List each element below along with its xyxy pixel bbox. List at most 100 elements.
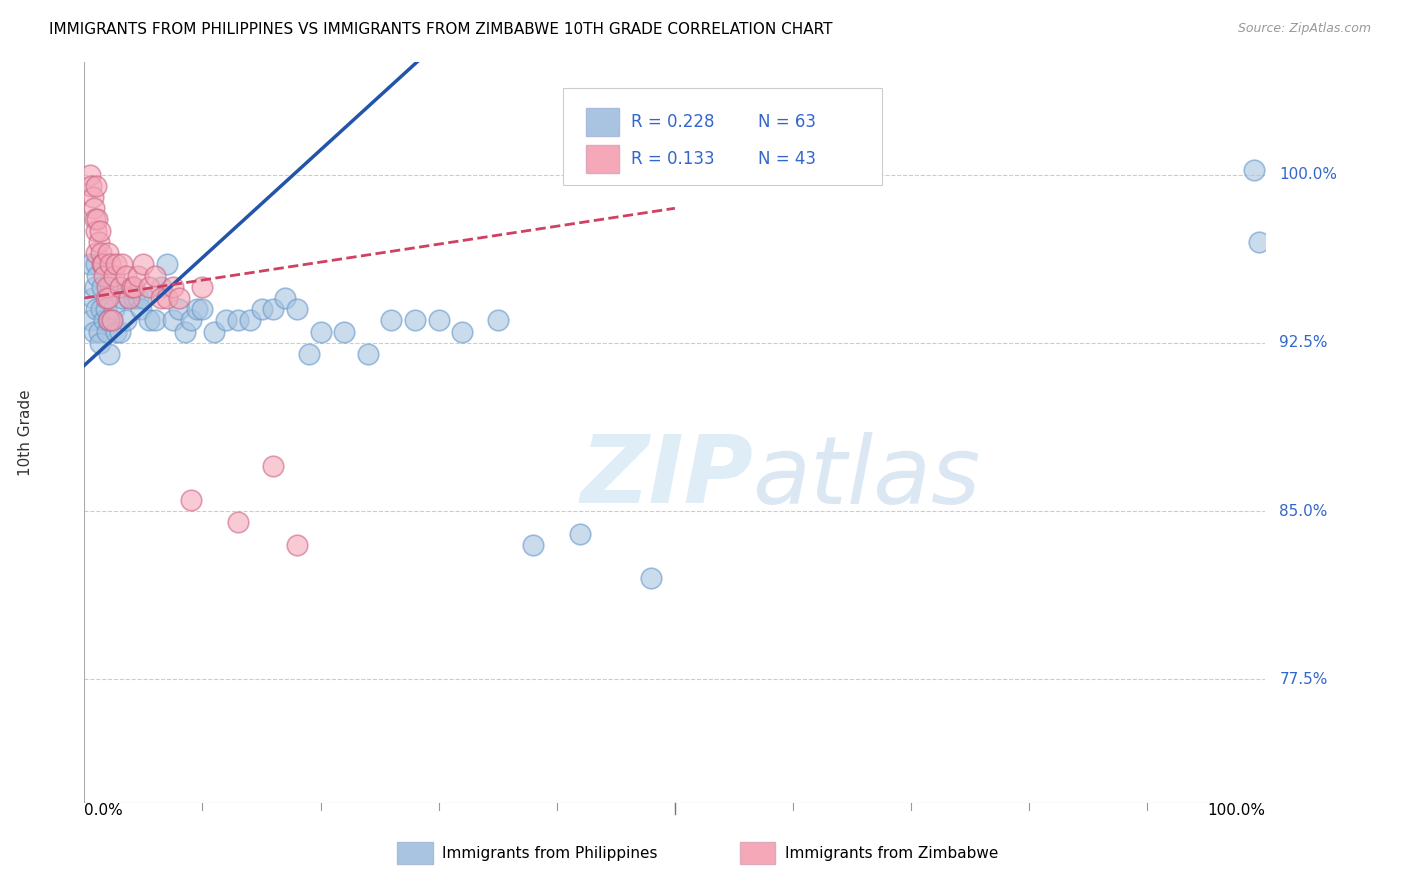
FancyBboxPatch shape	[562, 88, 882, 185]
Point	[84, 246, 107, 260]
Point	[309, 325, 332, 339]
Point	[250, 302, 273, 317]
Point	[79, 257, 101, 271]
Point	[100, 313, 122, 327]
Point	[105, 325, 128, 339]
Point	[150, 280, 173, 294]
Point	[127, 268, 149, 283]
Point	[103, 268, 125, 283]
Point	[90, 302, 112, 317]
Point	[138, 313, 160, 327]
Point	[202, 325, 225, 339]
Point	[121, 280, 143, 294]
Point	[1243, 163, 1265, 178]
Point	[87, 235, 110, 249]
Point	[132, 291, 155, 305]
Point	[1249, 235, 1271, 249]
Point	[427, 313, 450, 327]
Point	[451, 325, 474, 339]
Text: IMMIGRANTS FROM PHILIPPINES VS IMMIGRANTS FROM ZIMBABWE 10TH GRADE CORRELATION C: IMMIGRANTS FROM PHILIPPINES VS IMMIGRANT…	[49, 22, 832, 37]
Point	[84, 178, 107, 193]
Point	[84, 212, 107, 227]
Point	[285, 302, 308, 317]
Point	[118, 291, 141, 305]
Point	[143, 268, 166, 283]
Point	[84, 224, 107, 238]
Text: 77.5%: 77.5%	[1279, 672, 1327, 687]
Point	[167, 291, 190, 305]
Point	[239, 313, 262, 327]
Text: R = 0.228: R = 0.228	[631, 112, 714, 131]
Point	[90, 246, 112, 260]
Point	[111, 291, 134, 305]
Point	[333, 325, 356, 339]
Point	[82, 190, 104, 204]
Point	[118, 291, 141, 305]
Point	[108, 280, 131, 294]
Point	[121, 280, 143, 294]
Point	[93, 313, 115, 327]
Point	[89, 335, 111, 350]
Point	[86, 212, 108, 227]
Point	[96, 280, 118, 294]
Point	[93, 268, 115, 283]
Point	[162, 280, 184, 294]
Text: N = 43: N = 43	[758, 150, 815, 169]
Point	[156, 291, 179, 305]
Point	[167, 302, 190, 317]
Point	[180, 313, 202, 327]
Point	[91, 257, 114, 271]
Point	[122, 291, 145, 305]
Text: Immigrants from Philippines: Immigrants from Philippines	[443, 846, 658, 861]
Point	[98, 280, 121, 294]
Point	[97, 313, 120, 327]
Point	[129, 302, 152, 317]
Point	[97, 246, 120, 260]
Text: ZIP: ZIP	[581, 431, 754, 523]
Text: 100.0%: 100.0%	[1208, 803, 1265, 818]
Point	[114, 313, 136, 327]
Point	[569, 526, 592, 541]
Point	[84, 280, 107, 294]
Point	[122, 280, 145, 294]
Point	[262, 302, 284, 317]
Point	[162, 313, 184, 327]
Text: R = 0.133: R = 0.133	[631, 150, 714, 169]
Text: 100.0%: 100.0%	[1279, 167, 1337, 182]
Point	[94, 302, 117, 317]
Point	[132, 257, 155, 271]
Point	[84, 302, 107, 317]
Point	[180, 492, 202, 507]
Point	[84, 257, 107, 271]
Text: 10th Grade: 10th Grade	[18, 389, 32, 476]
Point	[143, 313, 166, 327]
FancyBboxPatch shape	[586, 145, 620, 173]
Point	[380, 313, 402, 327]
Point	[226, 313, 249, 327]
Point	[150, 291, 173, 305]
Point	[138, 280, 160, 294]
Text: atlas: atlas	[752, 432, 980, 523]
Point	[173, 325, 195, 339]
Point	[486, 313, 509, 327]
Point	[94, 291, 117, 305]
Text: 92.5%: 92.5%	[1279, 335, 1327, 351]
Point	[98, 313, 121, 327]
Point	[298, 347, 321, 361]
Text: Immigrants from Zimbabwe: Immigrants from Zimbabwe	[785, 846, 998, 861]
Point	[285, 538, 308, 552]
FancyBboxPatch shape	[398, 842, 433, 864]
Point	[79, 168, 101, 182]
Point	[186, 302, 208, 317]
Point	[83, 325, 105, 339]
Point	[86, 268, 108, 283]
Point	[111, 257, 134, 271]
Point	[105, 257, 128, 271]
Point	[82, 291, 104, 305]
Point	[100, 313, 122, 327]
Point	[80, 178, 103, 193]
Point	[89, 224, 111, 238]
Point	[215, 313, 238, 327]
Point	[80, 313, 103, 327]
Text: 0.0%: 0.0%	[84, 803, 124, 818]
